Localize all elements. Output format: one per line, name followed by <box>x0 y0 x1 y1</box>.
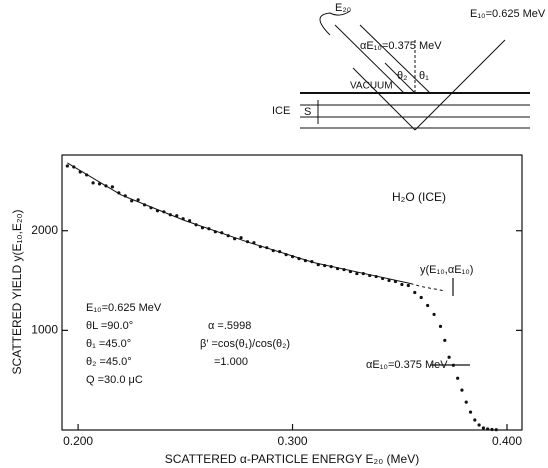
diagram-label: E₁₀=0.625 MeV <box>470 8 546 20</box>
data-point <box>443 338 447 342</box>
data-point <box>481 426 485 430</box>
data-point <box>419 295 423 300</box>
data-point <box>438 324 443 328</box>
data-point <box>456 376 460 380</box>
data-point <box>426 303 430 308</box>
diagram-label: θ₁ <box>419 70 429 82</box>
annotation: =1.000 <box>214 356 248 368</box>
x-tick-label: 0.200 <box>63 434 93 448</box>
data-point <box>468 410 473 414</box>
fit-curve <box>67 162 411 285</box>
data-point <box>91 181 95 185</box>
data-point <box>464 400 468 404</box>
chart-title: H₂O (ICE) <box>392 190 446 204</box>
data-point <box>355 271 359 276</box>
data-point <box>136 198 140 202</box>
x-axis-label: SCATTERED α-PARTICLE ENERGY E₂₀ (MeV) <box>165 452 419 466</box>
data-point <box>473 418 477 422</box>
data-point <box>460 388 464 392</box>
x-tick-label: 0.300 <box>278 434 308 448</box>
y-tick-label: 1000 <box>31 323 58 337</box>
data-point <box>400 282 404 287</box>
data-point <box>490 427 494 432</box>
data-point <box>486 427 490 431</box>
diagram-label: S <box>304 106 311 118</box>
data-point <box>432 312 436 317</box>
data-point <box>387 278 391 283</box>
data-point <box>447 355 451 359</box>
annotation: α =.5998 <box>208 320 251 332</box>
data-point <box>406 283 410 288</box>
annotation: αE₁₀=0.375 MeV <box>366 359 448 371</box>
data-point <box>110 185 114 189</box>
annotation: θ₁ =45.0° <box>86 338 131 350</box>
annotation: Q =30.0 μC <box>86 374 143 386</box>
diagram-label: θ₂ <box>397 70 407 82</box>
annotation: y(E₁₀,αE₁₀) <box>420 264 473 276</box>
data-point <box>239 236 243 240</box>
annotation: β′ =cos(θ₁)/cos(θ₂) <box>200 338 290 350</box>
data-point <box>65 164 69 168</box>
diagram-label: VACUUM <box>350 81 393 92</box>
annotation: θL =90.0° <box>86 320 133 332</box>
y-axis-label: SCATTERED YIELD y(E₁₀,E₂₀) <box>10 210 24 375</box>
annotation: E₁₀=0.625 MeV <box>86 302 162 314</box>
data-point <box>477 423 481 427</box>
diagram-label: E₂₀ <box>335 2 351 14</box>
data-point <box>413 290 417 295</box>
geometry-diagram <box>300 10 530 131</box>
x-tick-label: 0.400 <box>492 434 522 448</box>
y-tick-label: 2000 <box>31 223 58 237</box>
data-point <box>494 428 498 432</box>
diagram-label: ICE <box>272 105 290 117</box>
fit-curve <box>410 283 443 291</box>
annotation: θ₂ =45.0° <box>86 356 132 368</box>
diagram-label: αE₁₀=0.375 MeV <box>360 40 442 52</box>
